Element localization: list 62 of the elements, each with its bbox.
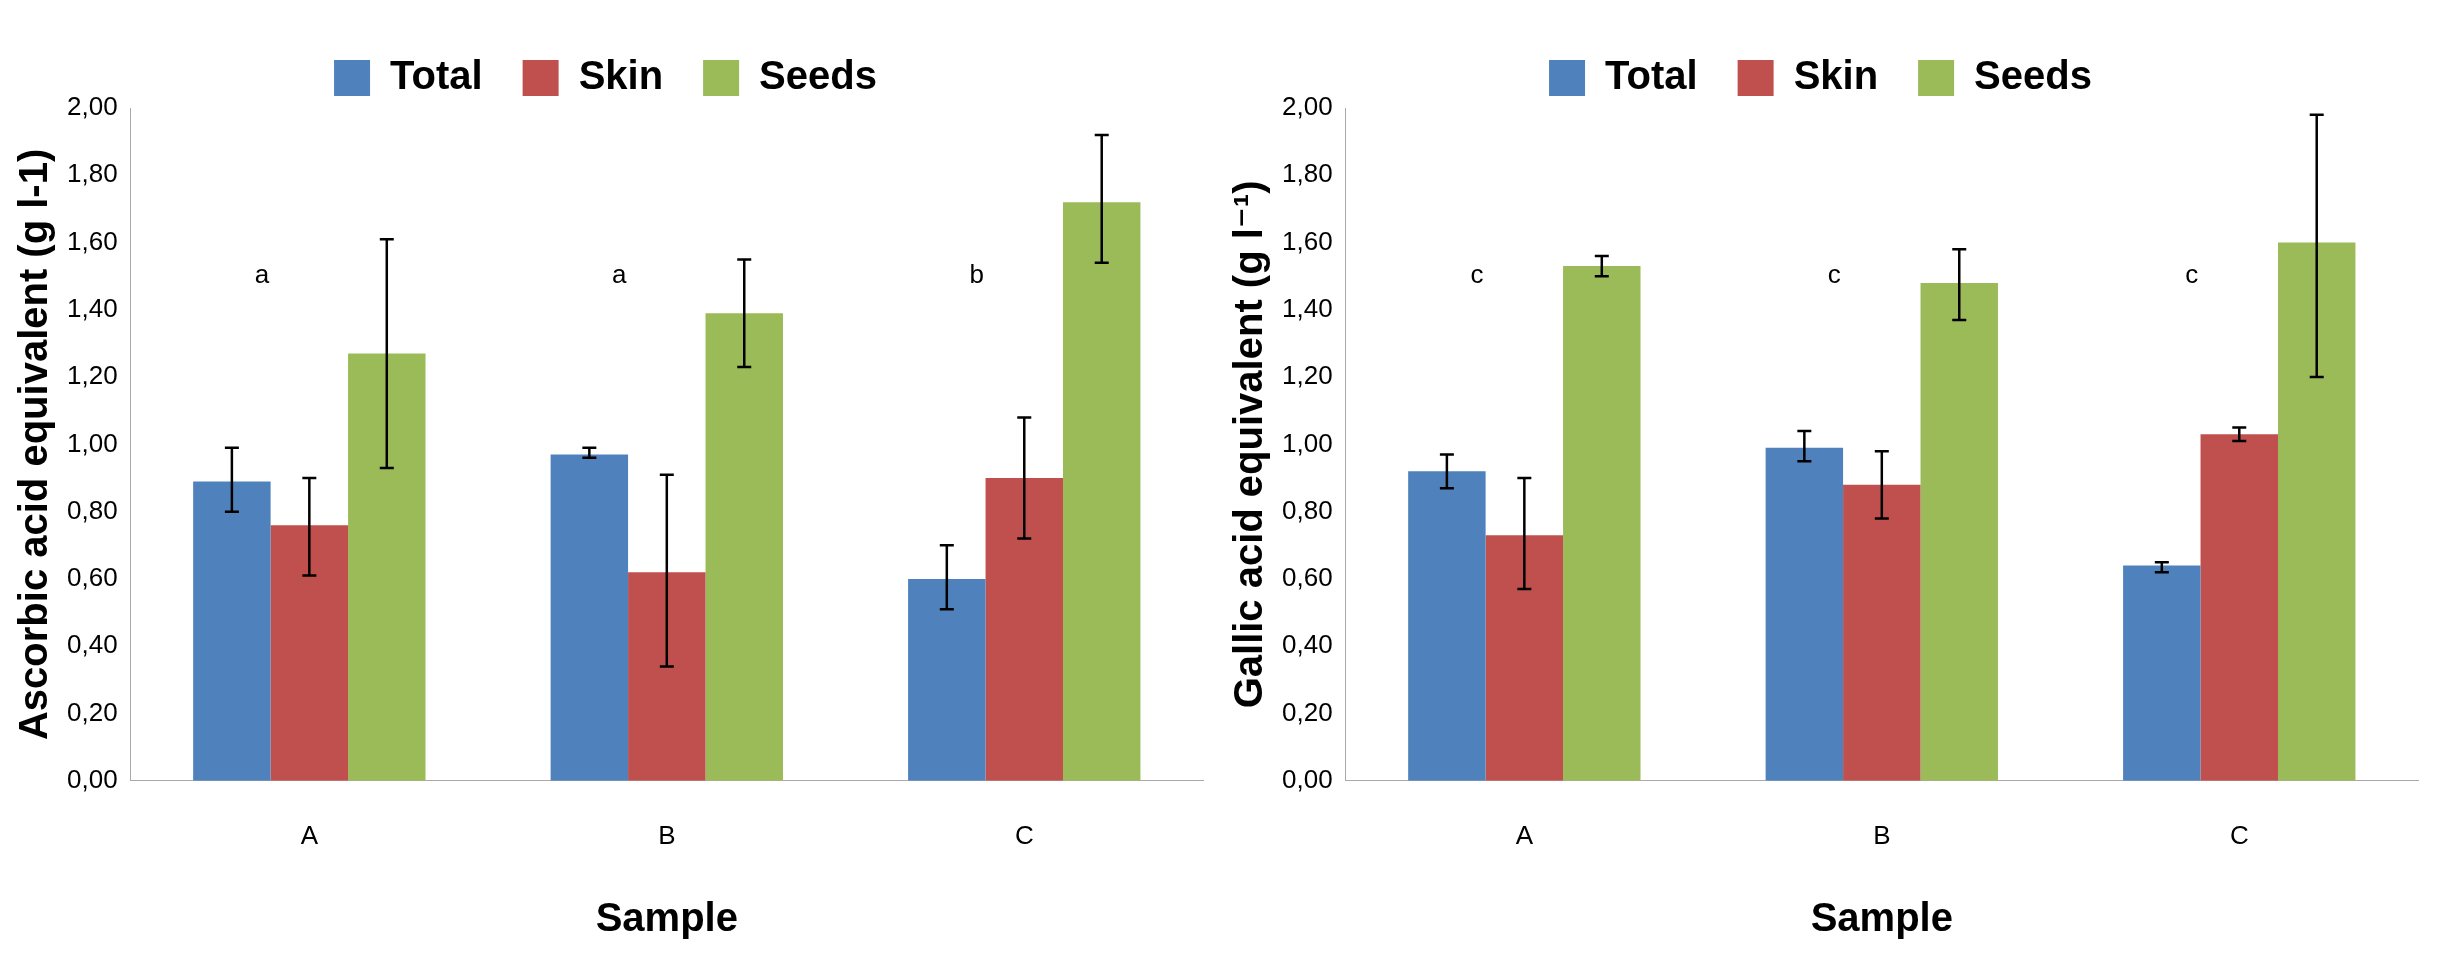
bar [628, 572, 706, 781]
annotation: a [612, 259, 628, 290]
y-tick-label: 1,80 [66, 158, 118, 189]
y-tick-label: 1,00 [1281, 427, 1333, 458]
legend-label: Seeds [759, 53, 877, 98]
legend-label: Skin [578, 53, 664, 98]
y-tick-label: 0,20 [66, 696, 118, 727]
y-tick-label: 0,80 [66, 494, 118, 525]
bar [348, 353, 426, 781]
bar [1408, 471, 1486, 781]
bar [2200, 434, 2278, 781]
annotation: c [1470, 259, 1484, 290]
x-tick-label: A [300, 819, 319, 850]
bar [1563, 266, 1641, 781]
y-tick-label: 0,40 [66, 629, 118, 660]
y-tick-label: 1,00 [66, 427, 118, 458]
x-tick-label: A [1515, 819, 1534, 850]
x-tick-label: C [2229, 819, 2249, 850]
y-tick-label: 0,20 [1281, 696, 1333, 727]
bar [908, 578, 986, 781]
legend-label: Total [390, 53, 483, 98]
bar [705, 313, 783, 781]
x-axis-title: Sample [595, 895, 738, 940]
y-tick-label: 1,20 [1281, 360, 1333, 391]
bar [2123, 565, 2201, 781]
bar [550, 454, 629, 781]
legend-label: Total [1605, 53, 1698, 98]
x-tick-label: C [1014, 819, 1034, 850]
annotation: c [1827, 259, 1841, 290]
y-tick-label: 0,60 [66, 562, 118, 593]
y-tick-label: 0,80 [1281, 494, 1333, 525]
y-tick-label: 0,60 [1281, 562, 1333, 593]
legend-label: Seeds [1974, 53, 2092, 98]
y-tick-label: 1,60 [66, 225, 118, 256]
y-tick-label: 1,60 [1281, 225, 1333, 256]
y-axis-title: Ascorbic acid equivalent (g l-1) [11, 148, 56, 741]
y-tick-label: 0,40 [1281, 629, 1333, 660]
y-tick-label: 1,40 [1281, 293, 1333, 324]
y-axis-title: Gallic acid equivalent (g l⁻¹) [1226, 180, 1271, 709]
legend-label: Skin [1793, 53, 1879, 98]
y-tick-label: 1,80 [1281, 158, 1333, 189]
y-tick-label: 0,00 [66, 763, 118, 794]
y-tick-label: 1,20 [66, 360, 118, 391]
bar [1843, 484, 1921, 781]
bar [2277, 242, 2356, 781]
x-axis-title: Sample [1810, 895, 1953, 940]
x-tick-label: B [1873, 819, 1891, 850]
annotation: b [969, 259, 985, 290]
y-tick-label: 0,00 [1281, 763, 1333, 794]
bar [1485, 535, 1564, 781]
bar [1062, 202, 1141, 781]
y-tick-label: 1,40 [66, 293, 118, 324]
bar [1920, 282, 1998, 781]
bar [270, 525, 349, 781]
annotation: c [2185, 259, 2199, 290]
bar [1765, 447, 1844, 781]
bar [985, 478, 1063, 781]
bar [193, 481, 271, 781]
annotation: a [254, 259, 270, 290]
x-tick-label: B [658, 819, 676, 850]
y-tick-label: 2,00 [1281, 91, 1333, 122]
y-tick-label: 2,00 [66, 91, 118, 122]
